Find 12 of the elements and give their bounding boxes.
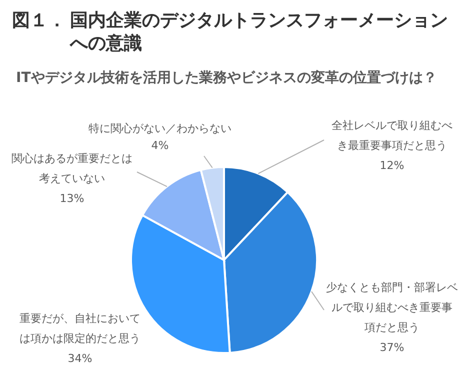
data-label: 37% bbox=[380, 341, 404, 354]
chart-title: 図１．国内企業のデジタルトランスフォーメーションへの意識 bbox=[12, 10, 448, 54]
data-label: 34% bbox=[68, 352, 92, 365]
slice-label: 重要だが、自社においては項かは限定的だと思う bbox=[20, 312, 140, 345]
chart-subtitle: ITやデジタル技術を活用した業務やビジネスの変革の位置づけは？ bbox=[16, 69, 437, 86]
slice-label: 少なくとも部門・部署レベルで取り組むべき重要事項だと思う bbox=[326, 281, 458, 334]
slice-label: 全社レベルで取り組むべき最重要事項だと思う bbox=[332, 119, 452, 152]
data-label: 12% bbox=[380, 159, 404, 172]
data-label: 13% bbox=[60, 192, 84, 205]
data-label: 4% bbox=[151, 139, 169, 152]
slice-label: 特に関心がない／わからない bbox=[88, 122, 232, 135]
slice-label: 関心はあるが重要だとは考えていない bbox=[12, 152, 132, 185]
